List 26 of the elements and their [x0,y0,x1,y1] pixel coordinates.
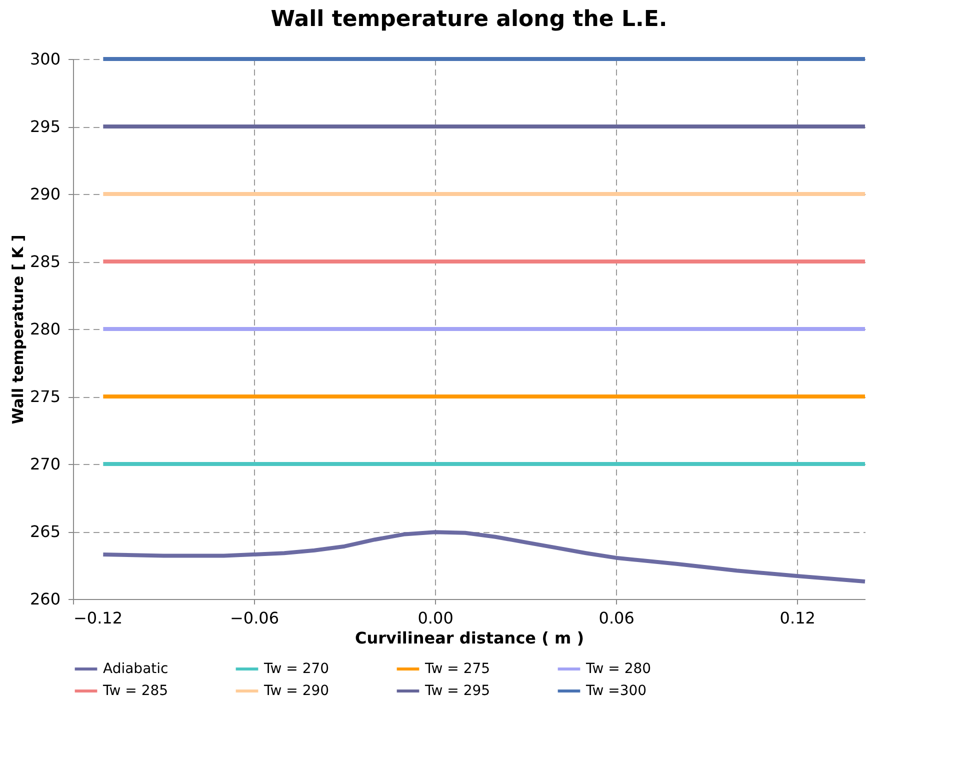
line-series [101,530,867,584]
y-tick-label: 285 [30,252,60,271]
y-axis-title: Wall temperature [ K ] [8,234,27,424]
legend-label: Tw = 290 [263,683,330,699]
x-tick-label: −0.12 [74,608,123,628]
legend-label: Tw = 270 [263,661,330,677]
y-tick-label: 260 [30,590,60,608]
x-tick-label: −0.06 [230,608,280,628]
x-tick-label: 0.00 [418,608,454,628]
y-tick-label: 270 [30,454,60,474]
legend-label: Tw = 285 [102,683,168,699]
y-tick-label: 280 [30,320,60,338]
legend-label: Tw = 275 [424,661,490,677]
legend-label: Adiabatic [103,661,168,677]
legend-label: Tw = 295 [424,683,490,699]
y-tick-label: 300 [30,50,60,68]
y-tick-label: 265 [30,522,60,541]
x-tick-label: 0.12 [780,608,816,628]
y-tick-label: 290 [30,184,60,204]
legend-label: Tw =300 [585,683,647,699]
y-tick-label: 275 [30,387,60,406]
x-tick-label: 0.06 [598,608,634,628]
y-tick-label: 295 [30,117,60,136]
legend-label: Tw = 280 [585,661,652,677]
x-axis-title: Curvilinear distance ( m ) [354,628,584,648]
chart-title: Wall temperature along the L.E. [270,7,668,32]
